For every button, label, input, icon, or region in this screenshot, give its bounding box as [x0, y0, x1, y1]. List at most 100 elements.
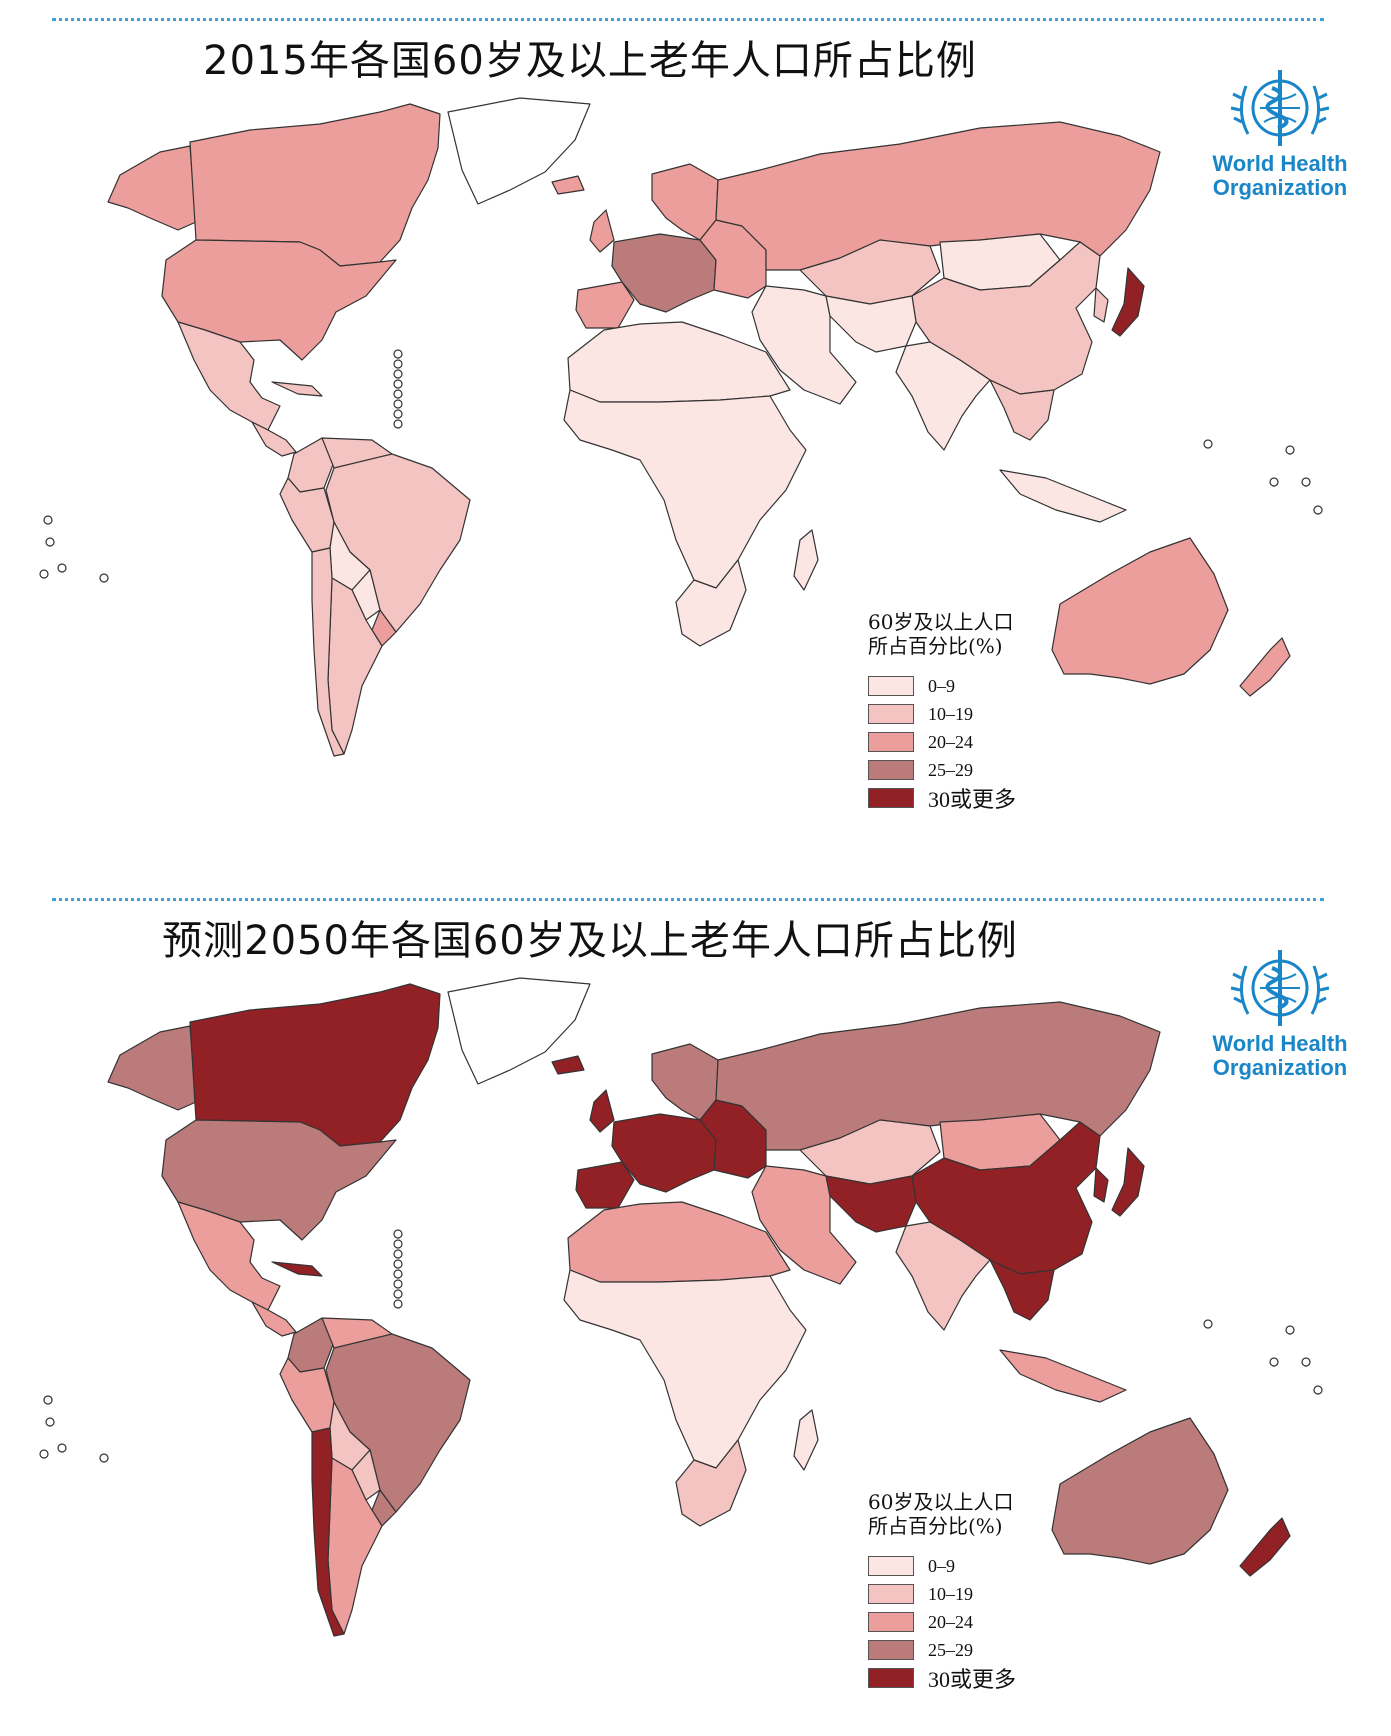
- region-indonesia: [999, 469, 1127, 523]
- region-cuba: [271, 381, 323, 397]
- legend-item: 25–29: [868, 756, 1088, 784]
- region-iberia: [575, 281, 635, 329]
- who-emblem-icon: [1230, 950, 1330, 1026]
- dotted-divider: [52, 18, 1324, 21]
- legend-label: 0–9: [928, 675, 955, 696]
- region-southeast-asia: [989, 379, 1055, 441]
- region-iberia: [575, 1161, 635, 1209]
- legend-swatch: [868, 788, 914, 808]
- region-russia: [715, 1001, 1161, 1151]
- legend-label: 20–24: [928, 731, 973, 752]
- legend-swatch: [868, 1668, 914, 1688]
- legend-label: 25–29: [928, 759, 973, 780]
- region-indonesia: [999, 1349, 1127, 1403]
- legend-item: 20–24: [868, 728, 1088, 756]
- map-panel-2015: 2015年各国60岁及以上老年人口所占比例 World Health Organ…: [0, 0, 1391, 856]
- logo-text-line2: Organization: [1212, 175, 1348, 200]
- region-chile: [311, 547, 345, 757]
- legend-swatch: [868, 676, 914, 696]
- legend: 60岁及以上人口 所占百分比(%) 0–9 10–19 20–24 25–29 …: [868, 1490, 1088, 1692]
- world-map: [39, 97, 1323, 757]
- legend-item: 30或更多: [868, 784, 1088, 812]
- region-western-europe: [611, 233, 717, 313]
- region-korea: [1093, 1167, 1109, 1203]
- region-korea: [1093, 287, 1109, 323]
- region-uk: [589, 209, 615, 253]
- legend-item: 10–19: [868, 700, 1088, 728]
- region-north-africa: [567, 1201, 791, 1283]
- region-japan: [1111, 1147, 1145, 1217]
- region-mexico: [177, 1201, 281, 1311]
- logo-text-line1: World Health: [1212, 151, 1348, 176]
- region-new-zealand: [1239, 637, 1291, 697]
- region-scandinavia: [651, 163, 719, 241]
- legend-label: 30或更多: [928, 1667, 1017, 1692]
- region-southeast-asia: [989, 1259, 1055, 1321]
- legend-swatch: [868, 1612, 914, 1632]
- legend-label: 0–9: [928, 1555, 955, 1576]
- legend-label: 20–24: [928, 1611, 973, 1632]
- world-map: [39, 977, 1323, 1637]
- legend-swatch: [868, 1584, 914, 1604]
- legend-label: 30或更多: [928, 787, 1017, 812]
- legend-swatch: [868, 1556, 914, 1576]
- legend-item: 20–24: [868, 1608, 1088, 1636]
- region-sub-saharan-africa: [563, 1269, 807, 1469]
- region-russia: [715, 121, 1161, 271]
- region-usa: [161, 239, 397, 361]
- region-cuba: [271, 1261, 323, 1277]
- region-north-africa: [567, 321, 791, 403]
- map-panel-2050: 预测2050年各国60岁及以上老年人口所占比例 World Health Org…: [0, 880, 1391, 1736]
- who-emblem-icon: [1230, 70, 1330, 146]
- region-chile: [311, 1427, 345, 1637]
- legend-swatch: [868, 732, 914, 752]
- legend-item: 0–9: [868, 672, 1088, 700]
- dotted-divider: [52, 898, 1324, 901]
- region-greenland: [447, 977, 591, 1085]
- legend: 60岁及以上人口 所占百分比(%) 0–9 10–19 20–24 25–29 …: [868, 610, 1088, 812]
- region-middle-east: [751, 285, 857, 405]
- region-australia: [1051, 537, 1229, 685]
- legend-title-line1: 60岁及以上人口: [868, 1490, 1014, 1514]
- region-sub-saharan-africa: [563, 389, 807, 589]
- region-western-europe: [611, 1113, 717, 1193]
- region-iran: [825, 1175, 917, 1233]
- legend-swatch: [868, 704, 914, 724]
- legend-title-line2: 所占百分比(%): [868, 634, 1003, 658]
- who-logo: World Health Organization: [1200, 64, 1360, 214]
- region-india: [895, 1221, 991, 1331]
- region-japan: [1111, 267, 1145, 337]
- region-south-africa: [675, 1439, 747, 1527]
- region-alaska: [107, 1025, 197, 1111]
- legend-title-line1: 60岁及以上人口: [868, 610, 1014, 634]
- region-south-africa: [675, 559, 747, 647]
- region-madagascar: [793, 1409, 819, 1471]
- region-central-america: [251, 421, 297, 457]
- legend-label: 10–19: [928, 703, 973, 724]
- region-alaska: [107, 145, 197, 231]
- region-middle-east: [751, 1165, 857, 1285]
- region-iran: [825, 295, 917, 353]
- panel-title: 预测2050年各国60岁及以上老年人口所占比例: [162, 918, 1018, 964]
- region-australia: [1051, 1417, 1229, 1565]
- legend-item: 25–29: [868, 1636, 1088, 1664]
- legend-item: 10–19: [868, 1580, 1088, 1608]
- who-logo: World Health Organization: [1200, 944, 1360, 1094]
- region-iceland: [551, 1055, 585, 1075]
- region-uk: [589, 1089, 615, 1133]
- region-greenland: [447, 97, 591, 205]
- panel-title: 2015年各国60岁及以上老年人口所占比例: [203, 38, 977, 84]
- logo-text-line1: World Health: [1212, 1031, 1348, 1056]
- legend-label: 10–19: [928, 1583, 973, 1604]
- legend-item: 30或更多: [868, 1664, 1088, 1692]
- region-mexico: [177, 321, 281, 431]
- legend-label: 25–29: [928, 1639, 973, 1660]
- region-scandinavia: [651, 1043, 719, 1121]
- legend-swatch: [868, 1640, 914, 1660]
- legend-swatch: [868, 760, 914, 780]
- region-madagascar: [793, 529, 819, 591]
- region-iceland: [551, 175, 585, 195]
- region-usa: [161, 1119, 397, 1241]
- logo-text-line2: Organization: [1212, 1055, 1348, 1080]
- legend-item: 0–9: [868, 1552, 1088, 1580]
